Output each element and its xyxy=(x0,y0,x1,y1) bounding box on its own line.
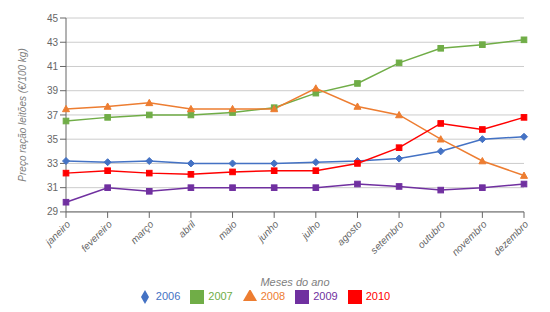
html-text:2010: 2010 xyxy=(365,289,391,302)
html-text:2009: 2009 xyxy=(313,289,338,302)
svg-text:Meses do ano: Meses do ano xyxy=(260,276,329,288)
html-text:2007: 2007 xyxy=(208,289,233,302)
svg-text:31: 31 xyxy=(47,182,59,193)
svg-text:maio: maio xyxy=(216,218,239,241)
svg-text:março: março xyxy=(128,218,156,246)
svg-text:abril: abril xyxy=(176,218,198,240)
svg-text:fevereiro: fevereiro xyxy=(79,218,115,254)
svg-text:agosto: agosto xyxy=(335,218,364,247)
svg-text:novembro: novembro xyxy=(450,218,490,258)
svg-text:outubro: outubro xyxy=(415,218,447,250)
svg-text:37: 37 xyxy=(47,110,59,121)
svg-text:39: 39 xyxy=(47,85,59,96)
svg-text:29: 29 xyxy=(47,206,59,217)
svg-text:setembro: setembro xyxy=(368,218,406,256)
svg-text:dezembro: dezembro xyxy=(491,218,531,258)
html-text:2008: 2008 xyxy=(260,289,286,302)
svg-text:junho: junho xyxy=(254,218,281,245)
svg-text:35: 35 xyxy=(47,134,59,145)
svg-text:45: 45 xyxy=(47,13,59,24)
svg-text:Preço ração leitões (€/100 kg): Preço ração leitões (€/100 kg) xyxy=(17,48,28,181)
svg-text:41: 41 xyxy=(47,61,59,72)
svg-text:julho: julho xyxy=(298,218,322,242)
svg-text:33: 33 xyxy=(47,158,59,169)
svg-text:43: 43 xyxy=(47,37,59,48)
svg-text:janeiro: janeiro xyxy=(42,218,73,249)
html-text:2006: 2006 xyxy=(155,289,181,302)
